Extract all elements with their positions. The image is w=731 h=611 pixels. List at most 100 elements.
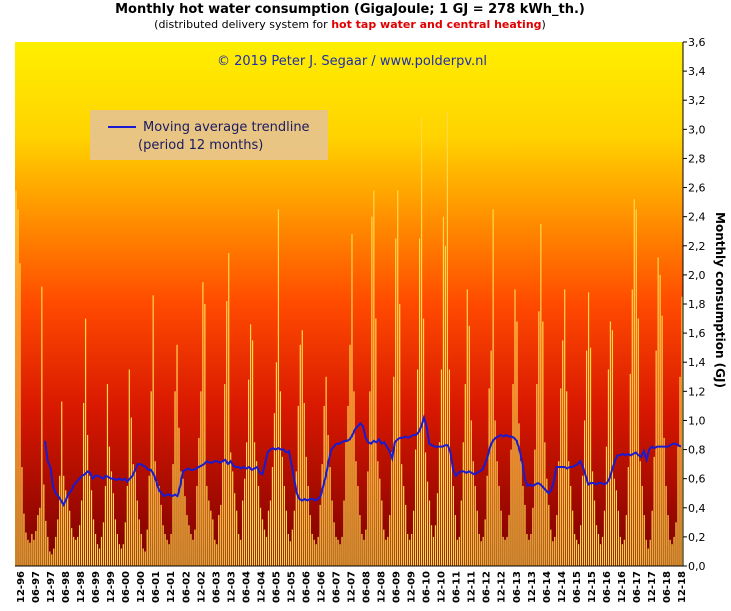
bar	[379, 478, 381, 566]
bar	[27, 539, 29, 566]
bar	[351, 234, 353, 566]
bar	[355, 461, 357, 566]
bar	[434, 525, 437, 566]
bar	[599, 544, 602, 566]
x-tick-label: 12-13	[527, 571, 538, 603]
bar	[631, 289, 633, 566]
bar	[124, 522, 126, 566]
bar	[21, 467, 23, 566]
bar	[63, 475, 65, 566]
bar	[45, 520, 47, 566]
bar	[178, 427, 180, 566]
x-tick-label: 12-99	[106, 571, 117, 603]
bar	[546, 478, 548, 566]
chart-title: Monthly hot water consumption (GigaJoule…	[115, 2, 585, 17]
bar	[152, 295, 154, 566]
y-tick-label: 2,4	[688, 211, 706, 224]
bar	[267, 510, 270, 566]
bar	[327, 435, 329, 566]
bar	[232, 471, 234, 566]
bar	[23, 513, 25, 566]
bar	[39, 507, 41, 566]
bar	[629, 373, 631, 566]
bar	[265, 536, 268, 566]
y-tick-label: 1,6	[688, 327, 706, 340]
bar	[102, 522, 105, 566]
x-tick-label: 12-02	[196, 571, 207, 603]
bar	[100, 536, 103, 566]
bar	[512, 384, 514, 566]
bar	[651, 510, 653, 566]
bar	[206, 485, 208, 566]
bar	[554, 536, 556, 566]
bar	[399, 304, 401, 566]
bar	[452, 485, 454, 566]
bar	[357, 485, 359, 566]
bar	[432, 536, 435, 566]
bar	[202, 282, 204, 566]
subtitle-highlight: hot tap water and central heating	[331, 18, 542, 31]
bar	[560, 388, 562, 566]
bar	[210, 510, 212, 566]
bar	[55, 536, 57, 566]
bar	[424, 452, 427, 566]
bar	[508, 515, 510, 566]
bar	[228, 253, 230, 566]
bar	[41, 286, 43, 566]
bar	[482, 536, 484, 566]
bar	[37, 515, 39, 566]
bar	[637, 318, 639, 566]
x-tick-label: 12-12	[497, 571, 508, 603]
bar	[681, 296, 683, 566]
bar	[514, 289, 516, 566]
bar	[480, 541, 482, 566]
bar	[307, 485, 309, 566]
bar	[293, 510, 295, 566]
y-tick-label: 0,8	[688, 444, 706, 457]
bar	[446, 111, 449, 567]
bar	[653, 456, 655, 566]
bar	[462, 442, 464, 566]
bar	[671, 544, 673, 566]
x-tick-label: 06-14	[542, 571, 553, 603]
bar	[218, 515, 220, 566]
x-tick-label: 06-05	[271, 571, 282, 603]
bar	[92, 519, 95, 566]
bar	[59, 475, 61, 566]
bar	[301, 330, 303, 566]
bar	[623, 539, 625, 566]
bar	[17, 209, 19, 566]
bar	[222, 461, 224, 566]
bar	[544, 442, 546, 566]
bar	[464, 384, 466, 566]
bar	[108, 446, 111, 566]
bar	[568, 461, 570, 566]
bar	[73, 536, 75, 566]
bar	[285, 510, 287, 566]
bar	[216, 544, 218, 566]
bar	[466, 289, 468, 566]
bar	[450, 456, 452, 566]
y-axis-title: Monthly consumption (GJ)	[713, 212, 727, 388]
bar	[532, 507, 534, 566]
x-tick-label: 06-00	[121, 571, 132, 603]
bar	[65, 490, 67, 566]
x-tick-label: 12-16	[617, 571, 628, 603]
bar	[305, 456, 307, 566]
x-tick-label: 06-15	[572, 571, 583, 603]
bar	[639, 461, 641, 566]
bar	[657, 257, 659, 566]
bar	[492, 209, 494, 566]
bar	[321, 464, 323, 566]
bar	[607, 369, 610, 566]
bar	[605, 446, 608, 566]
y-axis: 0,0 0,2 0,4 0,6 0,8 1,0 1,2 1,4 1,6 1,8 2,0 2,2 2,4 2…	[682, 36, 706, 573]
bar	[246, 442, 248, 566]
bar	[361, 533, 363, 566]
y-tick-label: 1,8	[688, 298, 706, 311]
bar	[158, 485, 160, 566]
bar	[502, 536, 504, 566]
bar	[490, 350, 492, 566]
bar	[526, 533, 528, 566]
bar	[295, 471, 297, 566]
